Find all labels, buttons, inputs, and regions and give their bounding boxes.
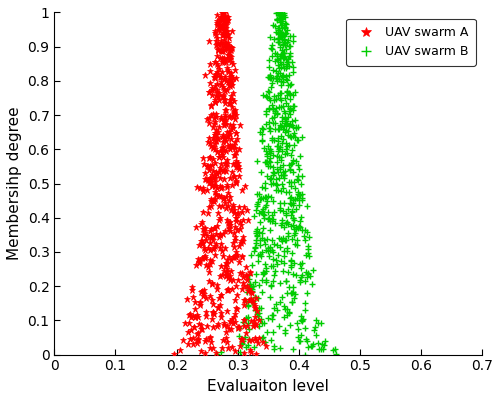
Legend: UAV swarm A, UAV swarm B: UAV swarm A, UAV swarm B [346, 19, 476, 66]
UAV swarm B [290, 261, 296, 265]
UAV swarm B [276, 16, 281, 20]
X-axis label: Evaluaiton level: Evaluaiton level [208, 379, 329, 394]
UAV swarm A [208, 175, 214, 180]
UAV swarm A [226, 226, 232, 231]
UAV swarm B [238, 353, 244, 358]
UAV swarm B [274, 9, 280, 14]
UAV swarm A [223, 9, 229, 14]
UAV swarm B [286, 96, 292, 101]
UAV swarm A [235, 277, 241, 282]
UAV swarm A [212, 190, 218, 194]
Line: UAV swarm B: UAV swarm B [214, 8, 339, 359]
UAV swarm B [268, 194, 274, 199]
UAV swarm A [218, 355, 224, 360]
UAV swarm A [224, 130, 230, 134]
UAV swarm A [210, 311, 216, 316]
UAV swarm B [287, 83, 293, 87]
UAV swarm A [212, 226, 218, 231]
Line: UAV swarm A: UAV swarm A [170, 8, 270, 361]
UAV swarm B [275, 63, 281, 67]
Y-axis label: Membersihp degree: Membersihp degree [7, 107, 22, 260]
UAV swarm B [285, 114, 291, 119]
UAV swarm A [211, 86, 217, 91]
UAV swarm B [264, 330, 270, 334]
